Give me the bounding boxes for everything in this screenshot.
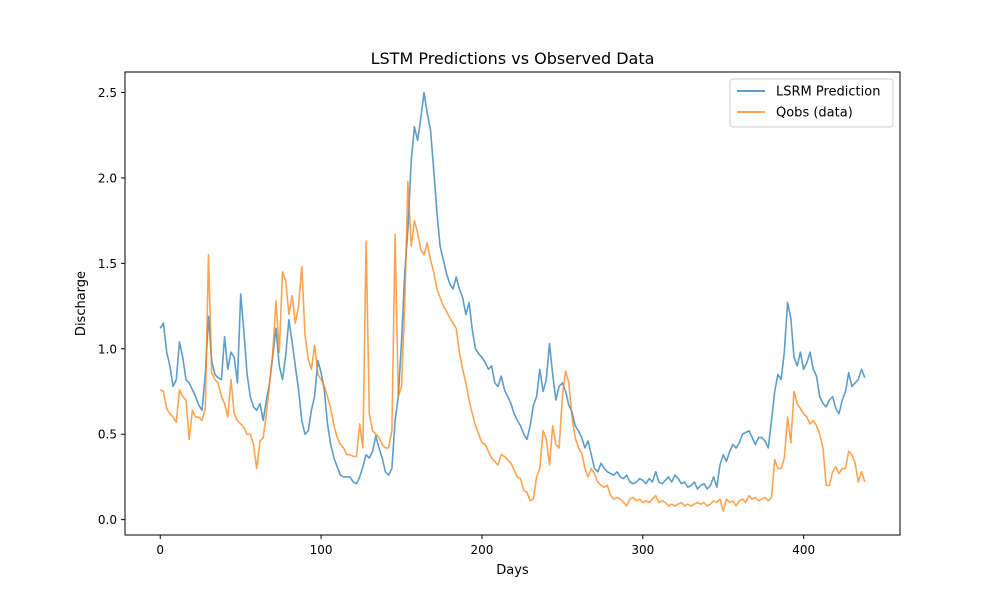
series-line-1 bbox=[159, 180, 866, 512]
x-tick-label: 200 bbox=[470, 543, 493, 557]
y-tick-label: 2.5 bbox=[98, 86, 117, 100]
y-tick-label: 0.5 bbox=[98, 428, 117, 442]
y-tick-label: 1.0 bbox=[98, 342, 117, 356]
y-axis-label: Discharge bbox=[74, 271, 89, 336]
legend-label-lsrm-prediction: LSRM Prediction bbox=[776, 85, 880, 100]
y-axis: 0.0 0.5 1.0 1.5 2.0 2.5 bbox=[98, 86, 125, 527]
x-axis: 0 100 200 300 400 bbox=[156, 535, 815, 557]
x-tick-label: 400 bbox=[792, 543, 815, 557]
series-line-0 bbox=[159, 91, 866, 490]
y-tick-label: 0.0 bbox=[98, 513, 117, 527]
plot-area bbox=[159, 91, 866, 512]
y-tick-label: 1.5 bbox=[98, 257, 117, 271]
legend-label-qobs: Qobs (data) bbox=[776, 106, 853, 121]
x-tick-label: 0 bbox=[156, 543, 164, 557]
y-tick-label: 2.0 bbox=[98, 171, 117, 185]
axes-frame bbox=[124, 71, 901, 536]
chart-title: LSTM Predictions vs Observed Data bbox=[371, 49, 655, 68]
x-axis-label: Days bbox=[496, 563, 529, 578]
legend-box bbox=[729, 78, 894, 128]
x-tick-label: 300 bbox=[631, 543, 654, 557]
x-tick-label: 100 bbox=[310, 543, 333, 557]
legend: LSRM Prediction Qobs (data) bbox=[729, 78, 894, 128]
